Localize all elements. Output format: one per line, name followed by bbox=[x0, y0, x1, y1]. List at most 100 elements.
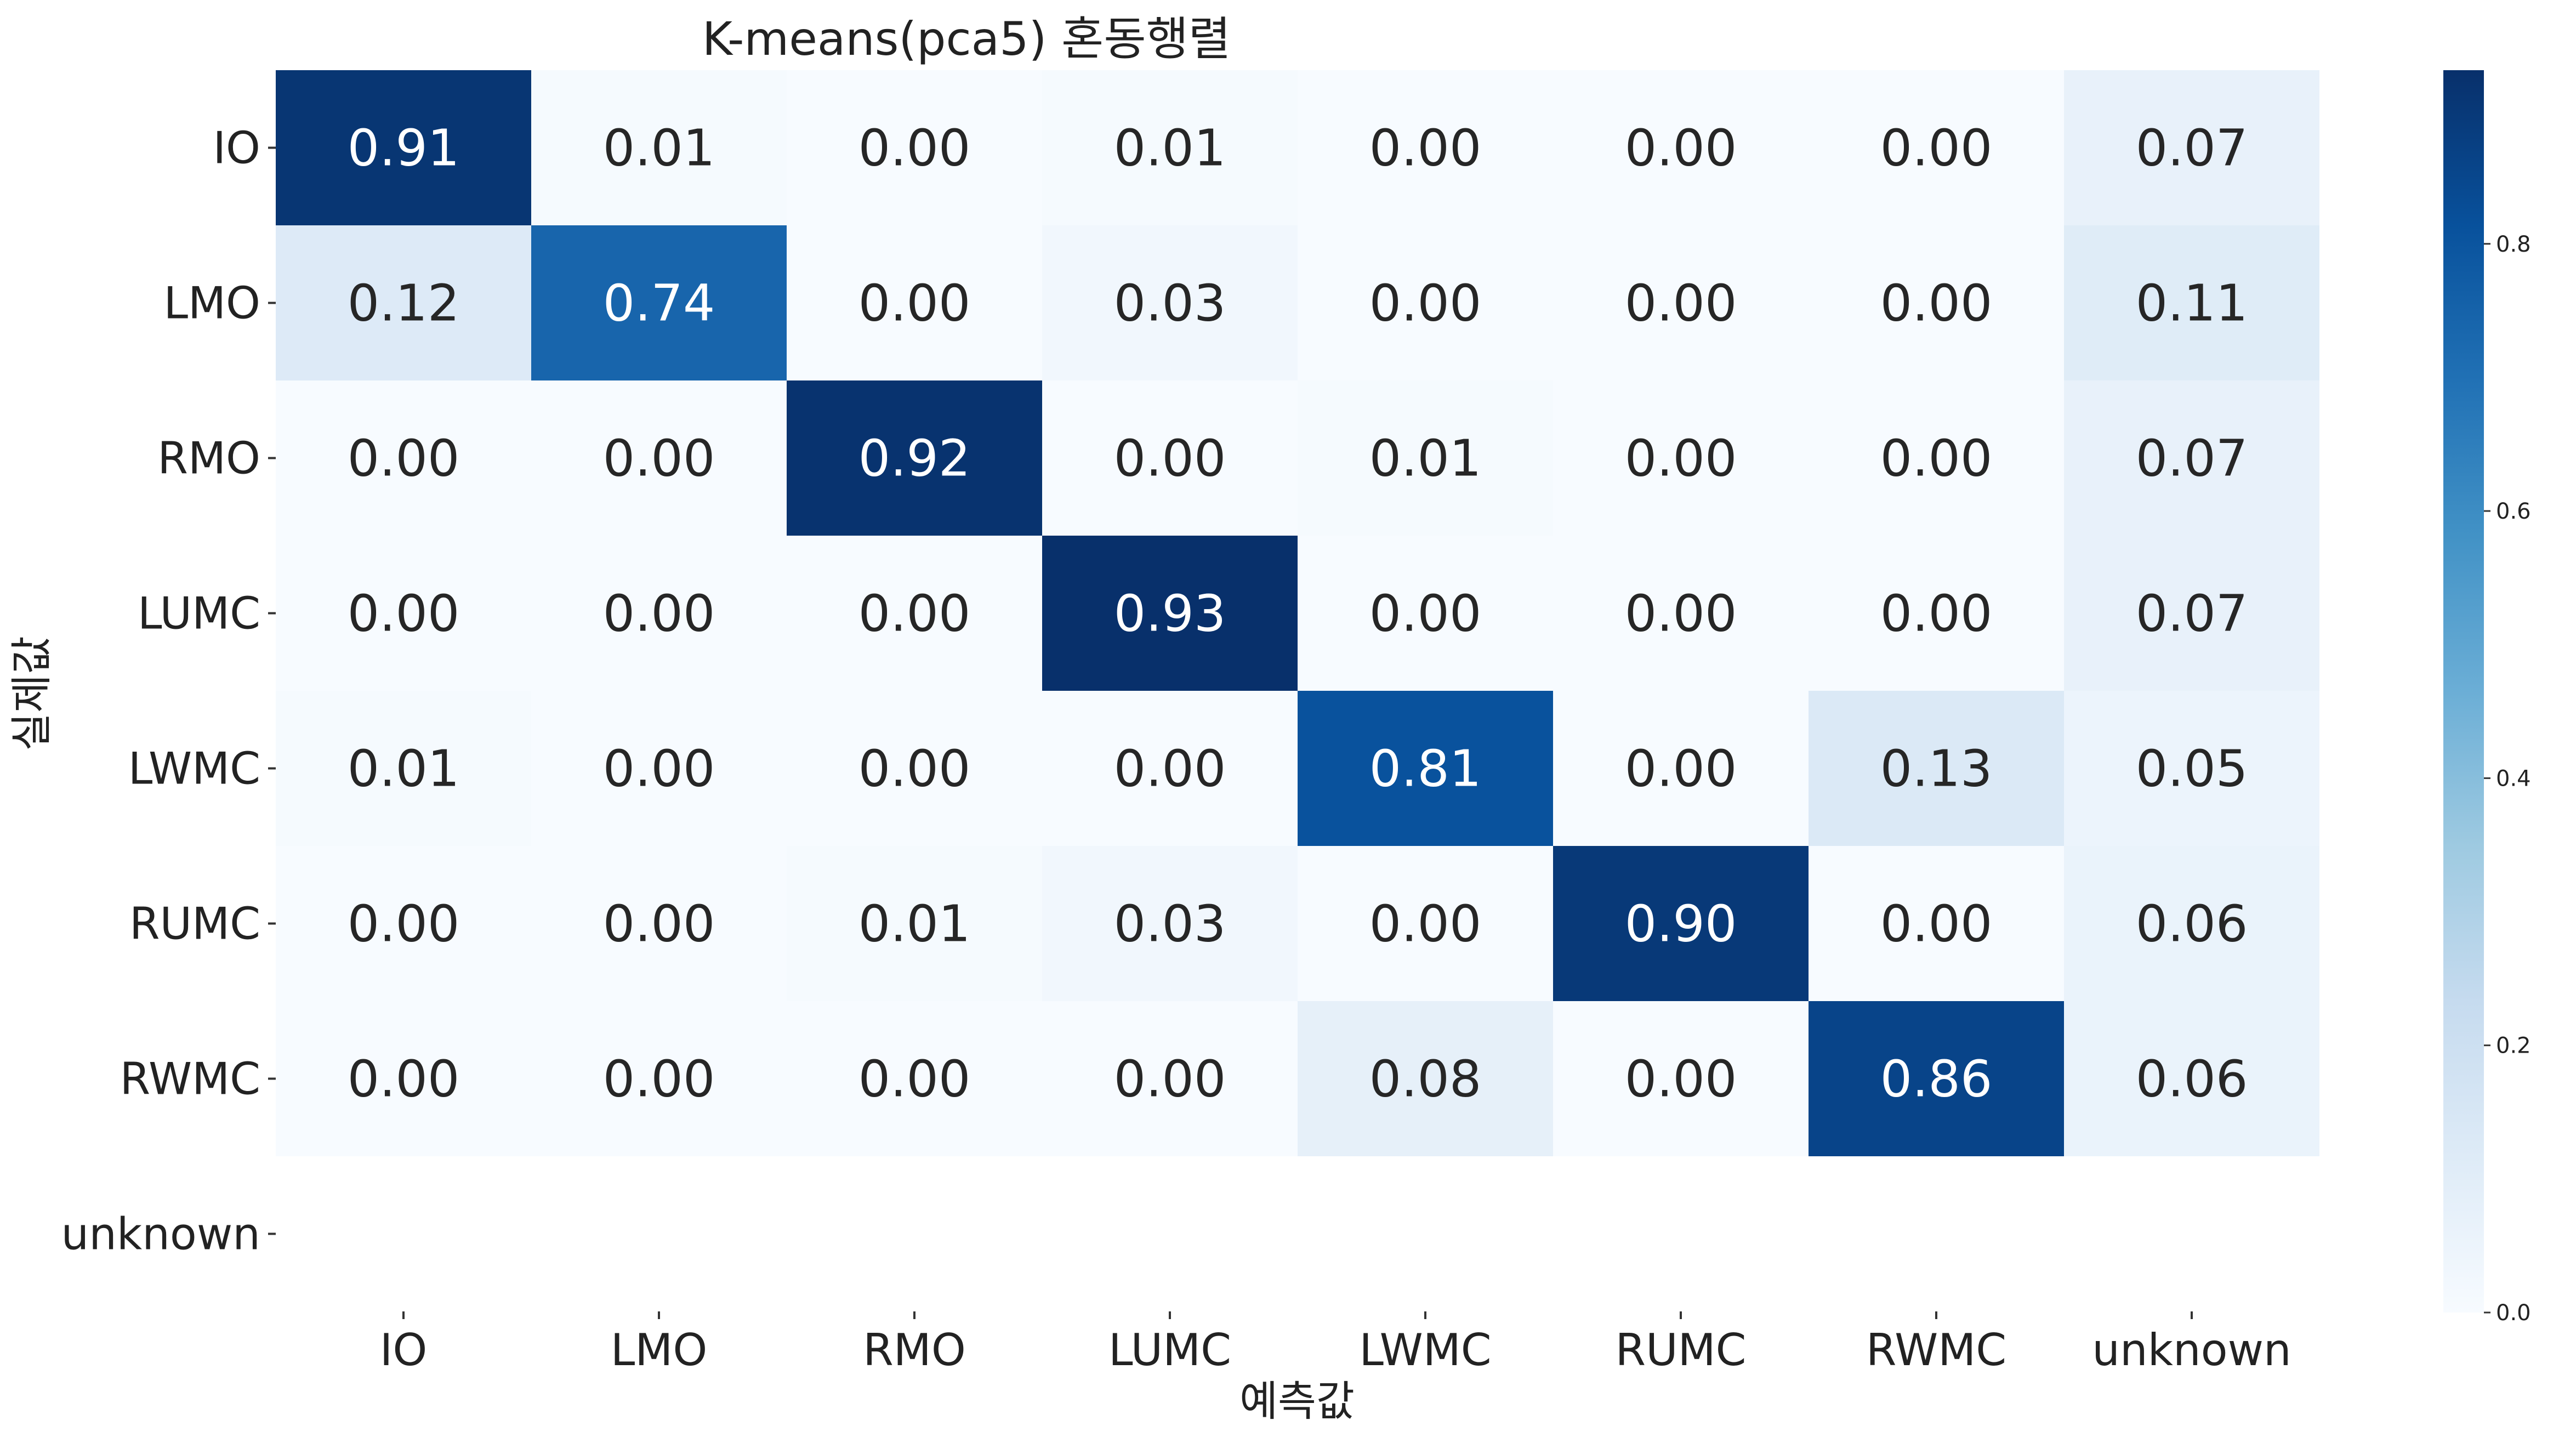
y-axis-label: 실제값 bbox=[7, 636, 56, 751]
cell-value-label: 0.92 bbox=[858, 429, 971, 488]
cell-value-label: 0.11 bbox=[2136, 274, 2248, 333]
cell-value-label: 0.00 bbox=[1880, 895, 1993, 953]
heatmap-cell bbox=[1042, 691, 1298, 846]
cell-value-label: 0.00 bbox=[1114, 1050, 1226, 1109]
cell-value-label: 0.00 bbox=[1369, 895, 1482, 953]
heatmap-cell bbox=[2064, 380, 2319, 536]
heatmap-cell bbox=[1553, 1001, 1809, 1156]
heatmap-cell bbox=[787, 691, 1042, 846]
cell-value-label: 0.00 bbox=[1625, 429, 1737, 488]
cell-value-label: 0.00 bbox=[1625, 274, 1737, 333]
colorbar-tick-label: 0.6 bbox=[2496, 499, 2531, 524]
heatmap-cell bbox=[2064, 225, 2319, 380]
colorbar-tick-label: 0.0 bbox=[2496, 1300, 2531, 1326]
heatmap-cell bbox=[1553, 380, 1809, 536]
cell-value-label: 0.07 bbox=[2136, 429, 2248, 488]
colorbar-ticks: 0.0 0.2 0.4 0.6 0.8 bbox=[2484, 232, 2531, 1326]
cell-value-label: 0.00 bbox=[1114, 429, 1226, 488]
heatmap-cell bbox=[1553, 536, 1809, 691]
heatmap-cell bbox=[787, 380, 1042, 536]
heatmap-cell bbox=[1553, 691, 1809, 846]
heatmap-cell bbox=[531, 1001, 787, 1156]
heatmap-cell bbox=[1553, 846, 1809, 1001]
heatmap-cell bbox=[276, 536, 531, 691]
heatmap-cell bbox=[276, 1001, 531, 1156]
cell-value-label: 0.00 bbox=[603, 895, 715, 953]
heatmap-cell bbox=[1809, 846, 2064, 1001]
cell-value-label: 0.06 bbox=[2136, 1050, 2248, 1109]
cell-value-label: 0.03 bbox=[1114, 895, 1226, 953]
cell-value-label: 0.12 bbox=[348, 274, 460, 333]
cell-value-label: 0.00 bbox=[603, 429, 715, 488]
cell-value-label: 0.00 bbox=[603, 584, 715, 643]
x-tick-label: RUMC bbox=[1615, 1325, 1746, 1376]
cell-value-label: 0.86 bbox=[1880, 1050, 1993, 1109]
heatmap-cell bbox=[1042, 70, 1298, 225]
x-tick-labels: IO LMO RMO LUMC LWMC RUMC RWMC unknown bbox=[380, 1311, 2291, 1376]
cell-value-label: 0.81 bbox=[1369, 740, 1482, 798]
cell-value-label: 0.00 bbox=[1880, 429, 1993, 488]
heatmap-cell bbox=[1298, 691, 1553, 846]
heatmap-cell bbox=[1809, 225, 2064, 380]
heatmap-cell bbox=[2064, 691, 2319, 846]
cell-value-label: 0.00 bbox=[858, 119, 971, 178]
cell-value-label: 0.00 bbox=[348, 1050, 460, 1109]
heatmap-cell bbox=[1042, 225, 1298, 380]
heatmap-cell bbox=[2064, 70, 2319, 225]
cell-value-label: 0.74 bbox=[603, 274, 715, 333]
cell-value-label: 0.00 bbox=[1880, 584, 1993, 643]
x-tick-label: LMO bbox=[611, 1325, 708, 1376]
heatmap-cell bbox=[787, 846, 1042, 1001]
cell-value-label: 0.01 bbox=[603, 119, 715, 178]
colorbar-tick-label: 0.2 bbox=[2496, 1033, 2531, 1059]
heatmap-cell bbox=[531, 536, 787, 691]
heatmap-cell bbox=[787, 70, 1042, 225]
cell-value-label: 0.00 bbox=[858, 1050, 971, 1109]
heatmap-cell bbox=[1809, 70, 2064, 225]
cell-value-label: 0.00 bbox=[603, 1050, 715, 1109]
cell-value-label: 0.01 bbox=[858, 895, 971, 953]
heatmap-cell bbox=[1553, 70, 1809, 225]
cell-value-label: 0.01 bbox=[1369, 429, 1482, 488]
x-tick-label: RWMC bbox=[1866, 1325, 2006, 1376]
heatmap-cell bbox=[1298, 846, 1553, 1001]
heatmap-cell bbox=[1809, 691, 2064, 846]
y-tick-label: RWMC bbox=[120, 1054, 260, 1105]
cell-value-label: 0.00 bbox=[1369, 274, 1482, 333]
cell-value-label: 0.00 bbox=[1625, 119, 1737, 178]
heatmap-cell bbox=[531, 846, 787, 1001]
cell-value-label: 0.00 bbox=[1880, 119, 1993, 178]
heatmap-cell bbox=[2064, 846, 2319, 1001]
y-tick-label: LUMC bbox=[138, 588, 260, 639]
heatmap-cell bbox=[1298, 1001, 1553, 1156]
cell-value-label: 0.00 bbox=[1369, 584, 1482, 643]
x-tick-label: LUMC bbox=[1108, 1325, 1231, 1376]
cell-value-label: 0.00 bbox=[603, 740, 715, 798]
x-tick-label: unknown bbox=[2092, 1325, 2291, 1376]
cell-value-label: 0.90 bbox=[1625, 895, 1737, 953]
heatmap-cell bbox=[1298, 380, 1553, 536]
heatmap-cell bbox=[276, 225, 531, 380]
heatmap-cell bbox=[2064, 1001, 2319, 1156]
heatmap-cell bbox=[1042, 536, 1298, 691]
cell-value-label: 0.00 bbox=[348, 429, 460, 488]
cell-value-label: 0.01 bbox=[1114, 119, 1226, 178]
colorbar-tick-label: 0.8 bbox=[2496, 232, 2531, 257]
heatmap-cells bbox=[276, 70, 2319, 1156]
heatmap-cell bbox=[787, 225, 1042, 380]
heatmap-cell bbox=[531, 691, 787, 846]
chart-title: K-means(pca5) 혼동행렬 bbox=[702, 12, 1231, 66]
heatmap-cell bbox=[276, 70, 531, 225]
cell-value-label: 0.00 bbox=[348, 584, 460, 643]
heatmap-cell bbox=[1042, 846, 1298, 1001]
heatmap-cell bbox=[1298, 536, 1553, 691]
y-tick-label: IO bbox=[213, 123, 260, 174]
y-tick-label: LMO bbox=[163, 278, 260, 329]
heatmap-cell bbox=[276, 380, 531, 536]
heatmap-cell bbox=[531, 380, 787, 536]
cell-value-label: 0.00 bbox=[1625, 1050, 1737, 1109]
y-tick-label: RMO bbox=[157, 433, 260, 484]
heatmap-cell bbox=[1809, 380, 2064, 536]
cell-value-label: 0.00 bbox=[1880, 274, 1993, 333]
